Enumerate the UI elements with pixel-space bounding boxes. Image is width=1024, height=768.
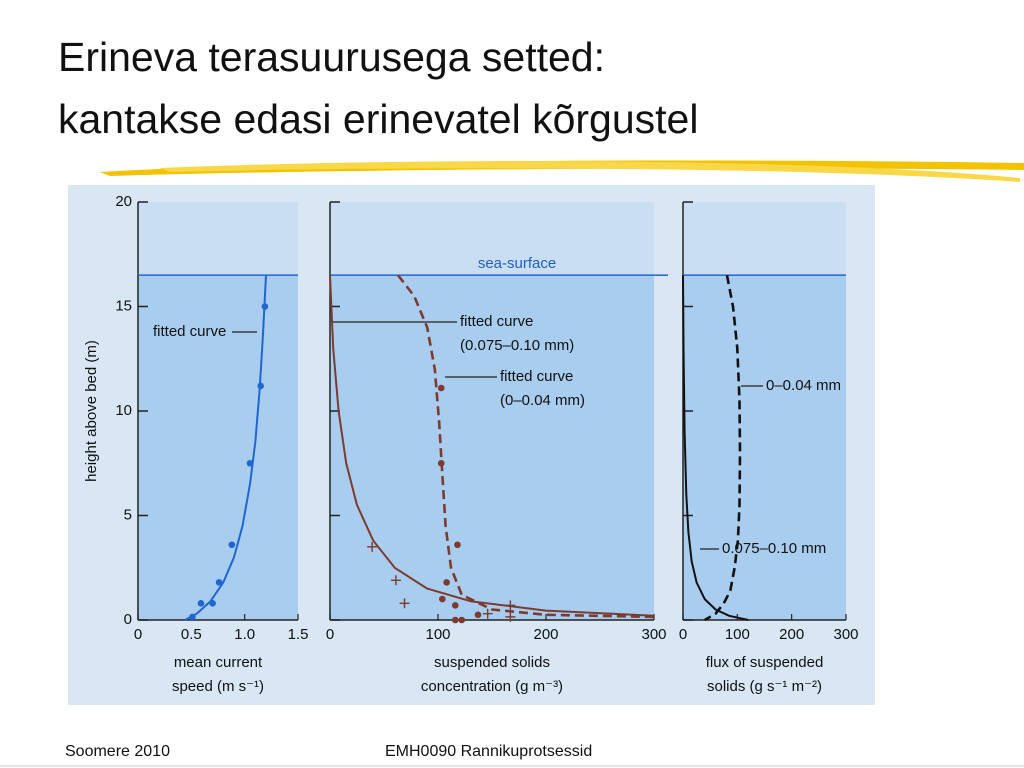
slide-title: kantakse edasi erinevatel kõrgustel <box>58 96 698 142</box>
fitted-curve <box>682 275 749 621</box>
data-point <box>451 602 459 609</box>
footer-text: EMH0090 Rannikuprotsessid <box>385 743 592 760</box>
x-tick-label: 200 <box>779 626 804 643</box>
x-axis-label: speed (m s⁻¹) <box>172 678 264 695</box>
footer-text: Soomere 2010 <box>65 743 170 760</box>
curve-label: (0.075–0.10 mm) <box>460 337 574 354</box>
y-tick-label: 15 <box>115 297 132 314</box>
x-tick-label: 0.5 <box>181 626 202 643</box>
data-point <box>443 579 450 586</box>
water-area <box>330 275 654 620</box>
slide-title: Erineva terasuurusega setted: <box>58 34 605 80</box>
y-tick-label: 0 <box>124 611 132 628</box>
water-area <box>138 275 298 620</box>
y-tick-label: 10 <box>115 402 132 419</box>
data-point <box>474 611 482 619</box>
data-point <box>439 595 446 603</box>
plus-point <box>482 608 493 619</box>
data-point <box>437 384 445 392</box>
sea-surface-label: sea-surface <box>478 255 556 272</box>
curve-label: (0–0.04 mm) <box>500 392 585 409</box>
y-tick-label: 20 <box>115 193 132 210</box>
plus-point <box>505 600 516 611</box>
data-point <box>209 599 216 607</box>
x-tick-label: 300 <box>833 626 858 643</box>
fitted-curve <box>184 275 267 621</box>
data-point <box>261 303 269 310</box>
data-point <box>246 459 254 467</box>
data-point <box>437 459 445 467</box>
x-tick-label: 300 <box>641 626 666 643</box>
y-tick-label: 5 <box>124 506 132 523</box>
x-tick-label: 0 <box>134 626 142 643</box>
plus-point <box>399 598 410 609</box>
curve-label: fitted curve <box>500 368 573 385</box>
water-area <box>683 275 846 620</box>
x-tick-label: 100 <box>425 626 450 643</box>
curve-label: 0–0.04 mm <box>766 377 841 394</box>
x-tick-label: 0 <box>679 626 687 643</box>
x-tick-label: 100 <box>725 626 750 643</box>
x-axis-label: concentration (g m⁻³) <box>421 678 563 695</box>
data-point <box>257 382 264 390</box>
data-point <box>189 613 196 621</box>
x-tick-label: 1.0 <box>234 626 255 643</box>
y-axis-label: height above bed (m) <box>83 340 100 482</box>
x-tick-label: 0 <box>326 626 334 643</box>
data-point <box>215 579 223 586</box>
brush-stroke <box>160 161 1020 182</box>
curve-label: fitted curve <box>460 313 533 330</box>
plus-point <box>505 611 516 622</box>
data-point <box>458 616 466 624</box>
x-axis-label: suspended solids <box>434 654 550 671</box>
x-tick-label: 1.5 <box>288 626 309 643</box>
fitted-curve <box>329 275 655 617</box>
plus-point <box>390 575 401 586</box>
data-point <box>228 541 236 549</box>
x-axis-label: flux of suspended <box>706 654 824 671</box>
x-tick-label: 200 <box>533 626 558 643</box>
title-underline <box>100 160 1024 182</box>
curve-label: fitted curve <box>153 323 226 340</box>
curve-label: 0.075–0.10 mm <box>722 540 826 557</box>
x-axis-label: mean current <box>174 654 263 671</box>
x-axis-label: solids (g s⁻¹ m⁻²) <box>707 678 822 695</box>
data-point <box>454 541 461 549</box>
data-point <box>197 599 205 607</box>
data-point <box>451 616 459 624</box>
plus-point <box>367 541 378 552</box>
